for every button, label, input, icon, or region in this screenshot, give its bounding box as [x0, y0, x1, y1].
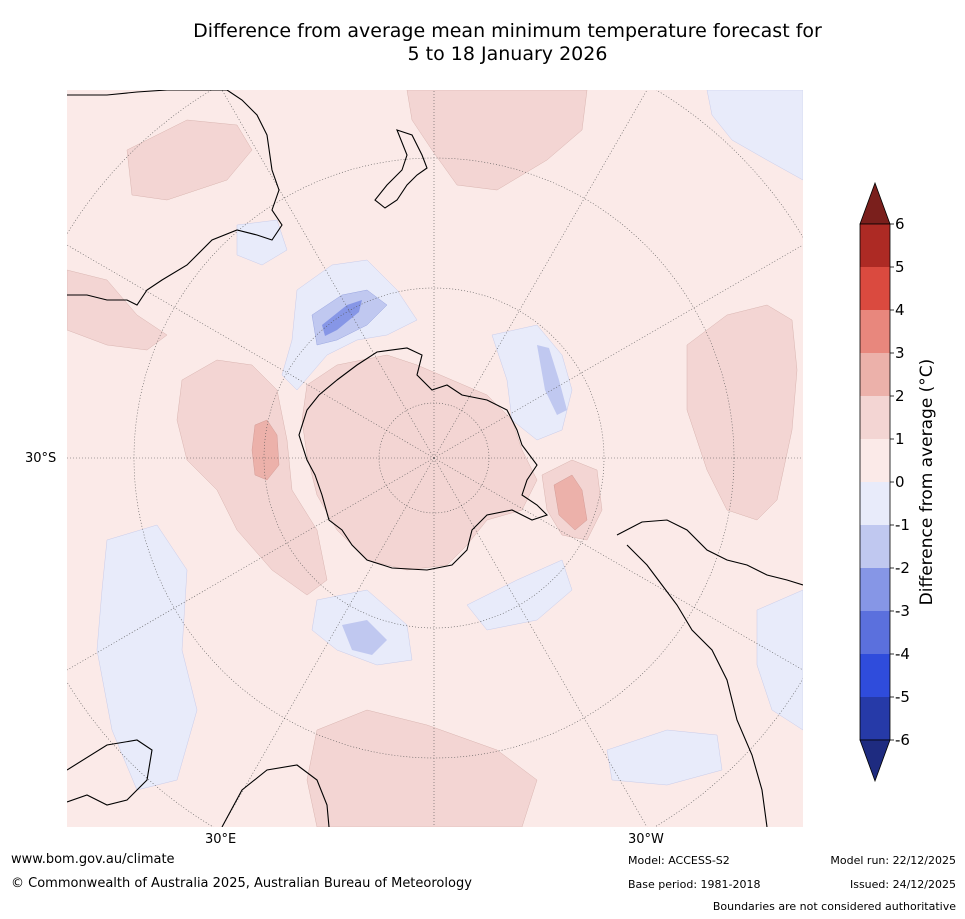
chart-title: Difference from average mean minimum tem…: [60, 20, 955, 66]
moderate-cool-patch-b: [537, 345, 567, 415]
cool-patch-indian-west: [96, 524, 198, 791]
colorbar-band: [860, 439, 890, 482]
colorbar-tick-label: 4: [895, 301, 905, 319]
latitude-circle-45s: [263, 287, 605, 629]
new-zealand-coastline: [374, 129, 428, 209]
colorbar-tick-label: -6: [895, 731, 910, 749]
meridian-60w: [433, 457, 803, 671]
cool-patch-weddell: [466, 559, 573, 631]
south-america-coastline: [616, 519, 803, 827]
cool-anomaly-layer: [96, 90, 803, 791]
warm-patch-antarctica: [301, 354, 538, 571]
colorbar-band: [860, 568, 890, 611]
copyright-notice: © Commonwealth of Australia 2025, Austra…: [11, 876, 472, 891]
colorbar-tick-label: -3: [895, 602, 910, 620]
colorbar: 6 5 4 3 2 1 0 -1 -2 -3 -4 -5 -6 Difference from avera…: [855, 180, 965, 785]
colorbar-band: [860, 396, 890, 439]
strong-warm-patch-drake: [553, 474, 588, 531]
polar-map: [67, 90, 803, 827]
colorbar-extend-min: [859, 739, 891, 783]
issued-date: Issued: 24/12/2025: [849, 878, 956, 891]
title-line-2: 5 to 18 January 2026: [407, 43, 608, 65]
meridian-120w: [433, 244, 803, 459]
meridian-150w: [433, 90, 648, 459]
colorbar-tick-label: -5: [895, 688, 910, 706]
base-period: Base period: 1981-2018: [628, 878, 761, 891]
africa-coastline: [67, 739, 330, 827]
colorbar-band: [860, 611, 890, 654]
lon-label-30e: 30°E: [205, 832, 237, 847]
colorbar-tick-label: 1: [895, 430, 905, 448]
cool-patch-south-america: [756, 589, 803, 731]
cool-patch-east-pacific: [706, 90, 803, 181]
warm-patch-indian-central: [176, 359, 328, 596]
lat-label-30s: 30°S: [25, 451, 57, 466]
meridian-30w: [433, 457, 648, 827]
australia-coastline: [67, 90, 283, 306]
coastlines: [67, 90, 803, 827]
colorbar-extend-max: [859, 181, 891, 225]
colorbar-tick-label: -1: [895, 516, 910, 534]
warm-patch-southeast-pacific: [686, 304, 798, 521]
grid-lines: [67, 90, 803, 827]
antarctica-coastline: [298, 347, 549, 571]
lon-label-30w: 30°W: [628, 832, 664, 847]
colorbar-tick-label: 0: [895, 473, 905, 491]
boundary-disclaimer: Boundaries are not considered authoritat…: [712, 900, 956, 913]
model-name: Model: ACCESS-S2: [628, 854, 730, 867]
colorbar-band: [860, 697, 890, 740]
warm-anomaly-layer: [67, 90, 798, 827]
title-line-1: Difference from average mean minimum tem…: [193, 20, 822, 42]
strong-warm-patch-indian: [251, 419, 280, 481]
cool-patch-south-atlantic: [491, 324, 573, 441]
cool-patch-near-nz: [236, 219, 288, 266]
warm-patch-indian-south: [306, 709, 538, 827]
colorbar-tick-label: 2: [895, 387, 905, 405]
colorbar-svg: 6 5 4 3 2 1 0 -1 -2 -3 -4 -5 -6 Difference from avera…: [859, 181, 937, 783]
website-url: www.bom.gov.au/climate: [11, 852, 175, 867]
colorbar-tick-label: 6: [895, 215, 905, 233]
colorbar-tick-label: 3: [895, 344, 905, 362]
colorbar-band: [860, 310, 890, 353]
moderate-cool-patch-c: [342, 620, 387, 655]
colorbar-band: [860, 353, 890, 396]
meridian-30e: [221, 457, 435, 827]
colorbar-band: [860, 654, 890, 697]
warm-patch-tasman: [126, 119, 253, 201]
colorbar-tick-label: -2: [895, 559, 910, 577]
colorbar-band: [860, 482, 890, 525]
model-run-date: Model run: 22/12/2025: [830, 854, 956, 867]
colorbar-band: [860, 267, 890, 310]
colorbar-band: [860, 224, 890, 267]
colorbar-title: Difference from average (°C): [917, 359, 937, 606]
colorbar-band: [860, 525, 890, 568]
warm-patch-central-pacific-north: [406, 90, 588, 191]
strong-cool-patch: [322, 300, 362, 336]
colorbar-tick-label: -4: [895, 645, 910, 663]
warm-patch-west: [67, 269, 168, 351]
cool-patch-south-africa: [606, 729, 723, 786]
colorbar-tick-label: 5: [895, 258, 905, 276]
